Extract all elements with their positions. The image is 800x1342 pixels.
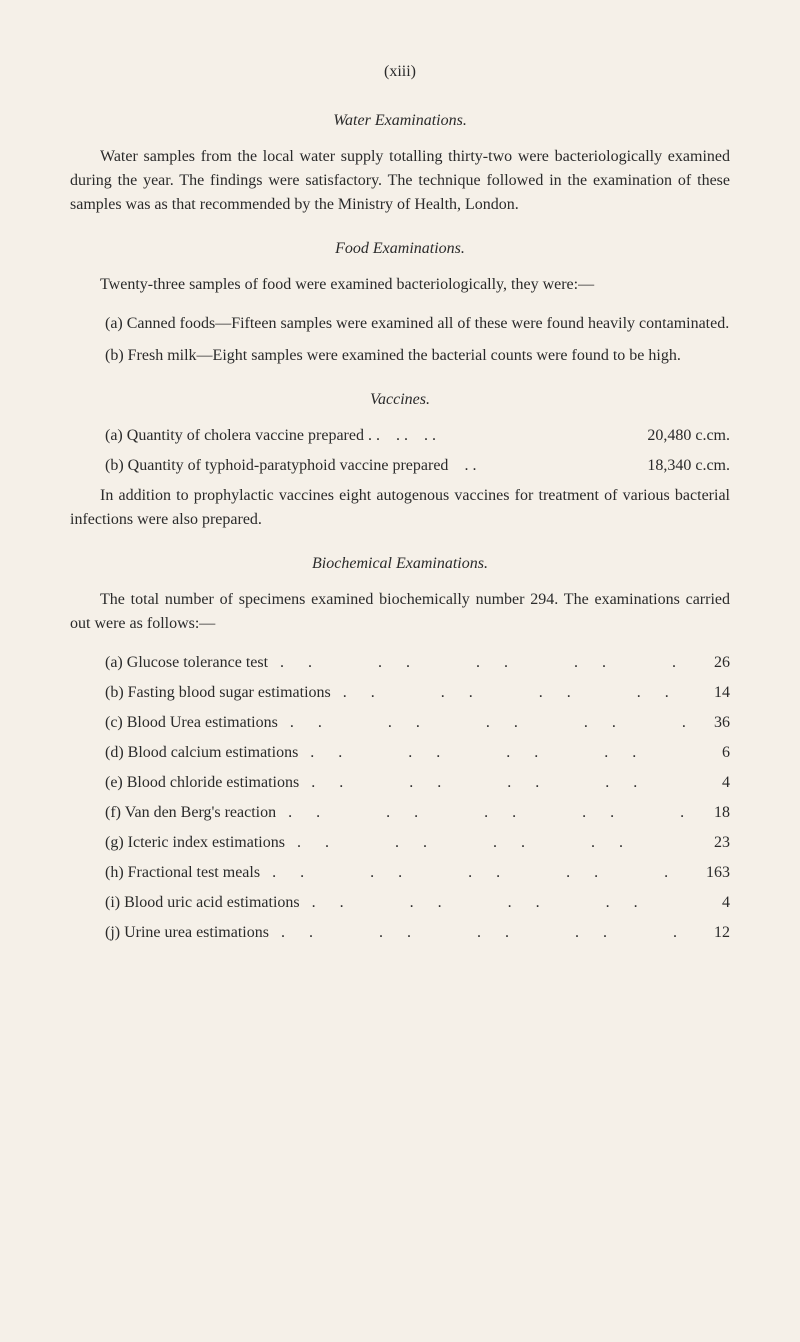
bio-label: (i) Blood uric acid estimations xyxy=(105,891,300,915)
bio-row: (i) Blood uric acid estimations . . . . … xyxy=(105,891,730,915)
bio-value: 12 xyxy=(690,921,730,945)
bio-dots: . . . . . . . . . . xyxy=(300,891,690,915)
bio-value: 4 xyxy=(690,891,730,915)
food-exam-intro: Twenty-three samples of food were examin… xyxy=(70,273,730,297)
food-item-a: (a) Canned foods—Fifteen samples were ex… xyxy=(105,312,730,336)
bio-value: 18 xyxy=(690,801,730,825)
bio-row: (a) Glucose tolerance test . . . . . . .… xyxy=(105,651,730,675)
vaccine-row: (b) Quantity of typhoid-paratyphoid vacc… xyxy=(105,454,730,478)
bio-value: 163 xyxy=(690,861,730,885)
bio-dots: . . . . . . . . . . xyxy=(298,741,690,765)
bio-value: 4 xyxy=(690,771,730,795)
bio-row: (j) Urine urea estimations . . . . . . .… xyxy=(105,921,730,945)
bio-value: 36 xyxy=(690,711,730,735)
bio-dots: . . . . . . . . . . xyxy=(268,651,690,675)
bio-label: (h) Fractional test meals xyxy=(105,861,260,885)
biochem-intro: The total number of specimens examined b… xyxy=(70,588,730,636)
bio-dots: . . . . . . . . . . xyxy=(331,681,690,705)
bio-dots: . . . . . . . . . . xyxy=(269,921,690,945)
food-item-b: (b) Fresh milk—Eight samples were examin… xyxy=(105,344,730,368)
bio-value: 6 xyxy=(690,741,730,765)
bio-label: (a) Glucose tolerance test xyxy=(105,651,268,675)
bio-dots: . . . . . . . . . . xyxy=(260,861,690,885)
bio-row: (c) Blood Urea estimations . . . . . . .… xyxy=(105,711,730,735)
bio-label: (e) Blood chloride estimations xyxy=(105,771,299,795)
food-exam-title: Food Examinations. xyxy=(70,237,730,261)
bio-row: (b) Fasting blood sugar estimations . . … xyxy=(105,681,730,705)
page-number: (xiii) xyxy=(70,60,730,84)
vaccine-value: 18,340 c.cm. xyxy=(647,454,730,478)
bio-dots: . . . . . . . . . . xyxy=(276,801,690,825)
bio-row: (h) Fractional test meals . . . . . . . … xyxy=(105,861,730,885)
bio-dots: . . . . . . . . . . xyxy=(299,771,690,795)
biochem-title: Biochemical Examinations. xyxy=(70,552,730,576)
bio-row: (g) Icteric index estimations . . . . . … xyxy=(105,831,730,855)
vaccine-row: (a) Quantity of cholera vaccine prepared… xyxy=(105,424,730,448)
bio-label: (f) Van den Berg's reaction xyxy=(105,801,276,825)
water-exam-paragraph: Water samples from the local water suppl… xyxy=(70,145,730,217)
bio-label: (g) Icteric index estimations xyxy=(105,831,285,855)
bio-row: (d) Blood calcium estimations . . . . . … xyxy=(105,741,730,765)
vaccines-title: Vaccines. xyxy=(70,388,730,412)
vaccines-closing: In addition to prophylactic vaccines eig… xyxy=(70,484,730,532)
bio-dots: . . . . . . . . . . xyxy=(278,711,690,735)
bio-row: (f) Van den Berg's reaction . . . . . . … xyxy=(105,801,730,825)
water-exam-title: Water Examinations. xyxy=(70,109,730,133)
bio-label: (j) Urine urea estimations xyxy=(105,921,269,945)
bio-label: (b) Fasting blood sugar estimations xyxy=(105,681,331,705)
bio-value: 14 xyxy=(690,681,730,705)
bio-label: (d) Blood calcium estimations xyxy=(105,741,298,765)
bio-dots: . . . . . . . . . . xyxy=(285,831,690,855)
vaccine-label: (a) Quantity of cholera vaccine prepared… xyxy=(105,424,647,448)
bio-row: (e) Blood chloride estimations . . . . .… xyxy=(105,771,730,795)
bio-value: 23 xyxy=(690,831,730,855)
vaccine-label: (b) Quantity of typhoid-paratyphoid vacc… xyxy=(105,454,647,478)
bio-value: 26 xyxy=(690,651,730,675)
vaccine-value: 20,480 c.cm. xyxy=(647,424,730,448)
bio-label: (c) Blood Urea estimations xyxy=(105,711,278,735)
